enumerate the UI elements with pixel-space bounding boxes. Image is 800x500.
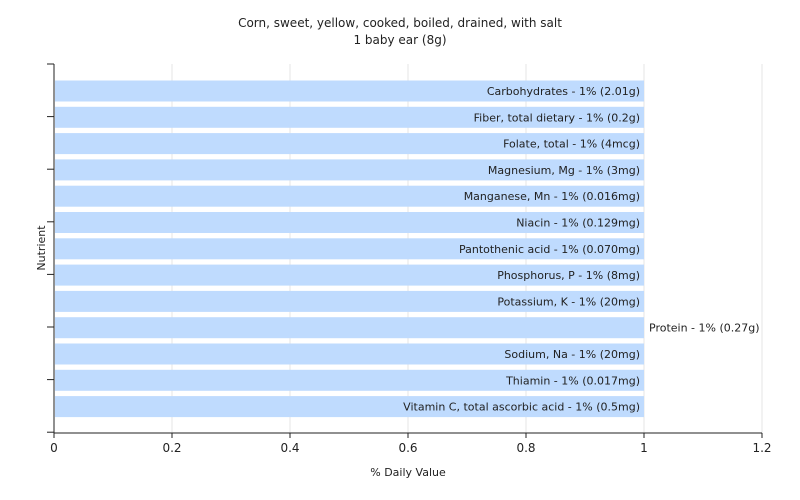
bar bbox=[55, 238, 644, 260]
bar bbox=[55, 212, 644, 233]
bar-value-label: Folate, total - 1% (4mcg) bbox=[503, 138, 640, 151]
x-tick-label: 0.6 bbox=[398, 441, 417, 455]
bar bbox=[55, 264, 644, 286]
x-tick-label: 0.2 bbox=[162, 441, 181, 455]
bar bbox=[55, 290, 644, 312]
bar-value-label: Pantothenic acid - 1% (0.070mg) bbox=[459, 243, 640, 256]
x-axis-title: % Daily Value bbox=[370, 466, 446, 479]
x-tick-label: 0.8 bbox=[516, 441, 535, 455]
bars bbox=[55, 80, 644, 418]
x-tick-label: 1.2 bbox=[752, 441, 771, 455]
bar bbox=[55, 369, 644, 391]
bar bbox=[55, 80, 644, 102]
bar bbox=[55, 133, 644, 155]
bar-value-label: Magnesium, Mg - 1% (3mg) bbox=[488, 164, 640, 177]
bar-value-label: Potassium, K - 1% (20mg) bbox=[497, 295, 640, 308]
bar-labels: Carbohydrates - 1% (2.01g) Fiber, total d… bbox=[403, 85, 759, 414]
bar-value-label: Niacin - 1% (0.129mg) bbox=[516, 217, 640, 230]
x-tick-label: 1 bbox=[640, 441, 648, 455]
bar-value-label: Protein - 1% (0.27g) bbox=[649, 322, 760, 335]
bar bbox=[55, 396, 644, 418]
bar-value-label: Manganese, Mn - 1% (0.016mg) bbox=[464, 190, 640, 203]
chart-title: Corn, sweet, yellow, cooked, boiled, dra… bbox=[238, 16, 562, 30]
x-tick-label: 0.4 bbox=[280, 441, 299, 455]
bar bbox=[55, 106, 644, 128]
bar bbox=[55, 343, 644, 365]
bar-value-label: Sodium, Na - 1% (20mg) bbox=[504, 348, 640, 361]
bar-value-label: Fiber, total dietary - 1% (0.2g) bbox=[474, 111, 640, 124]
x-tick-label: 0 bbox=[50, 441, 58, 455]
chart-subtitle: 1 baby ear (8g) bbox=[353, 33, 446, 47]
bar-value-label: Phosphorus, P - 1% (8mg) bbox=[497, 269, 640, 282]
y-axis-title: Nutrient bbox=[35, 225, 48, 271]
bar-value-label: Carbohydrates - 1% (2.01g) bbox=[487, 85, 640, 98]
bar bbox=[55, 159, 644, 181]
bar bbox=[55, 317, 644, 339]
bar-value-label: Thiamin - 1% (0.017mg) bbox=[505, 374, 640, 387]
bar-value-label: Vitamin C, total ascorbic acid - 1% (0.5… bbox=[403, 401, 640, 414]
x-axis-ticks: 0 0.2 0.4 0.6 0.8 1 1.2 bbox=[50, 433, 772, 455]
bar bbox=[55, 185, 644, 207]
